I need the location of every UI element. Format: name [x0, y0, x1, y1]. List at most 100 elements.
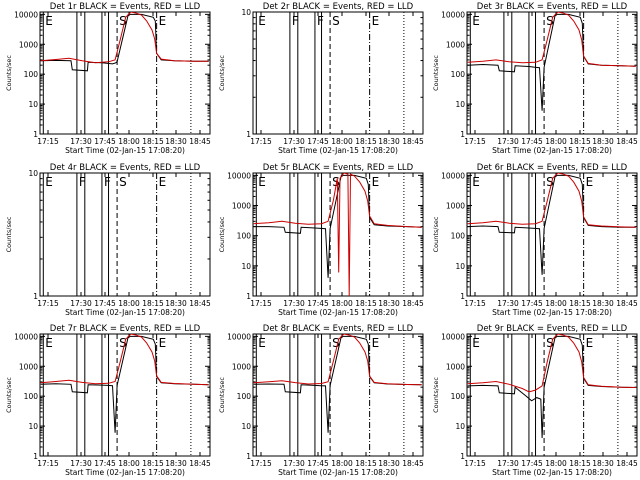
x-tick-label: 17:15	[464, 137, 486, 146]
marker-label: E	[258, 336, 266, 350]
series-lld	[467, 173, 636, 228]
marker-label: E	[258, 175, 266, 189]
panel-title: Det 3r BLACK = Events, RED = LLD	[477, 2, 628, 12]
x-tick-label: 17:30	[283, 459, 305, 468]
series-lld	[253, 173, 422, 296]
y-tick-label: 10000	[441, 10, 465, 19]
y-tick-label: 100	[451, 392, 466, 401]
y-tick-label: 10000	[441, 171, 465, 180]
series-events	[467, 174, 636, 275]
x-tick-label: 17:45	[307, 459, 329, 468]
x-tick-label: 18:30	[592, 299, 614, 308]
x-tick-label: 18:00	[331, 137, 353, 146]
series-lld	[40, 334, 209, 386]
x-tick-label: 18:30	[378, 137, 400, 146]
panel-det-5: Det 5r BLACK = Events, RED = LLD 17:15 17:…	[218, 163, 424, 317]
panel-det-2: Det 2r BLACK = Events, RED = LLD 17:15 17:…	[218, 2, 424, 155]
plot-frame	[252, 333, 424, 457]
marker-label: E	[159, 175, 167, 189]
y-tick-label: 1	[33, 292, 38, 301]
x-tick-label: 18:45	[402, 299, 424, 308]
y-tick-label: 10	[455, 262, 465, 271]
plot-frame	[39, 172, 211, 297]
x-tick-label: 18:30	[378, 299, 400, 308]
x-tick-label: 18:45	[189, 137, 211, 146]
plot-frame	[252, 172, 424, 297]
x-tick-label: 18:15	[355, 459, 377, 468]
marker-label: E	[472, 14, 480, 28]
y-tick-label: 10	[28, 169, 38, 178]
x-tick-label: 18:45	[616, 299, 638, 308]
x-tick-label: 17:30	[283, 299, 305, 308]
y-tick-label: 10000	[14, 332, 38, 341]
x-tick-label: 18:30	[378, 459, 400, 468]
series-events	[467, 13, 636, 111]
x-tick-label: 17:45	[521, 299, 543, 308]
panel-det-1: Det 1r BLACK = Events, RED = LLD 17:15 17:…	[5, 2, 211, 155]
x-tick-label: 18:45	[189, 459, 211, 468]
y-axis-label: Counts/sec	[5, 55, 13, 91]
x-tick-label: 17:15	[464, 459, 486, 468]
x-axis-label: Start Time (02-Jan-15 17:08:20)	[492, 146, 612, 155]
x-tick-label: 18:30	[165, 459, 187, 468]
x-axis-label: Start Time (02-Jan-15 17:08:20)	[278, 308, 398, 317]
y-tick-label: 1000	[446, 202, 465, 211]
panel-title: Det 7r BLACK = Events, RED = LLD	[50, 324, 201, 334]
y-tick-label: 1000	[232, 202, 251, 211]
panel-title: Det 9r BLACK = Events, RED = LLD	[477, 324, 628, 334]
marker-label: S	[332, 14, 340, 28]
marker-label: E	[159, 14, 167, 28]
y-tick-label: 10000	[227, 332, 251, 341]
y-axis-label: Counts/sec	[218, 377, 226, 413]
marker-label: S	[546, 14, 554, 28]
x-tick-label: 18:15	[142, 137, 164, 146]
x-tick-label: 18:30	[165, 137, 187, 146]
panel-title: Det 6r BLACK = Events, RED = LLD	[477, 163, 628, 173]
y-axis-label: Counts/sec	[432, 216, 440, 252]
x-tick-label: 17:15	[37, 459, 59, 468]
y-tick-label: 10	[455, 100, 465, 109]
marker-label: S	[546, 336, 554, 350]
x-tick-label: 18:15	[569, 299, 591, 308]
y-tick-label: 1	[246, 292, 251, 301]
x-tick-label: 17:15	[250, 459, 272, 468]
x-tick-label: 17:45	[94, 137, 116, 146]
x-tick-label: 17:30	[70, 459, 92, 468]
y-tick-label: 1	[460, 292, 465, 301]
x-axis-label: Start Time (02-Jan-15 17:08:20)	[492, 468, 612, 477]
marker-label: E	[372, 14, 380, 28]
y-tick-label: 10	[455, 422, 465, 431]
x-axis-label: Start Time (02-Jan-15 17:08:20)	[492, 308, 612, 317]
x-tick-label: 18:45	[616, 137, 638, 146]
x-tick-label: 17:30	[497, 299, 519, 308]
marker-label: E	[586, 336, 594, 350]
panel-title: Det 8r BLACK = Events, RED = LLD	[263, 324, 414, 334]
y-tick-label: 1000	[19, 362, 38, 371]
marker-label: S	[546, 175, 554, 189]
y-tick-label: 100	[451, 70, 466, 79]
series-lld	[253, 334, 422, 386]
y-tick-label: 10	[28, 100, 38, 109]
marker-label: F	[104, 175, 111, 189]
plot-frame	[39, 11, 211, 135]
panel-det-6: Det 6r BLACK = Events, RED = LLD 17:15 17:…	[432, 163, 638, 317]
y-axis-label: Counts/sec	[5, 377, 13, 413]
y-tick-label: 1	[460, 452, 465, 461]
x-tick-label: 18:45	[402, 137, 424, 146]
y-tick-label: 10	[241, 262, 251, 271]
x-tick-label: 18:15	[142, 299, 164, 308]
y-tick-label: 100	[24, 70, 39, 79]
series-events	[253, 174, 422, 278]
y-tick-label: 10000	[441, 332, 465, 341]
x-tick-label: 18:15	[355, 137, 377, 146]
panel-det-3: Det 3r BLACK = Events, RED = LLD 17:15 17:…	[432, 2, 638, 155]
panel-det-7: Det 7r BLACK = Events, RED = LLD 17:15 17:…	[5, 324, 211, 477]
x-tick-label: 18:45	[616, 459, 638, 468]
x-tick-label: 17:45	[94, 299, 116, 308]
marker-label: E	[586, 175, 594, 189]
x-tick-label: 17:15	[37, 299, 59, 308]
x-tick-label: 18:15	[355, 299, 377, 308]
x-tick-label: 17:15	[37, 137, 59, 146]
x-tick-label: 18:00	[118, 137, 140, 146]
x-tick-label: 17:30	[70, 299, 92, 308]
